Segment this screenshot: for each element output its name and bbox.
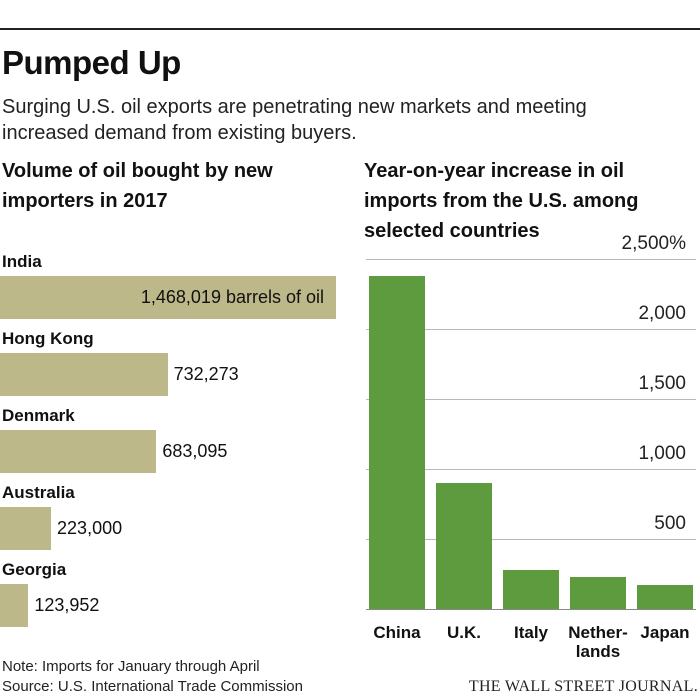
source-line: Source: U.S. International Trade Commiss… — [2, 678, 303, 695]
gridline — [366, 329, 696, 330]
gridline — [366, 399, 696, 400]
bar-value-label: 123,952 — [34, 595, 100, 615]
bar — [503, 569, 559, 609]
publisher-logo: THE WALL STREET JOURNAL. — [468, 678, 698, 695]
x-category-label: China — [373, 623, 421, 642]
gridline — [366, 469, 696, 470]
chart-title: Pumped Up — [2, 44, 181, 81]
bar — [0, 430, 157, 473]
x-category-label: U.K. — [447, 623, 481, 642]
bar-value-label: 223,000 — [57, 518, 123, 538]
bar-value-label: 683,095 — [162, 441, 228, 461]
y-tick-label: 500 — [654, 513, 686, 534]
bar-category-label: Hong Kong — [2, 329, 94, 348]
bar — [369, 275, 425, 609]
bar-value-label: 732,273 — [173, 364, 239, 384]
bar-category-label: India — [2, 252, 42, 271]
bar — [436, 483, 492, 609]
bar-category-label: Denmark — [2, 406, 75, 425]
y-tick-label: 1,000 — [638, 443, 686, 464]
y-tick-label: 1,500 — [638, 373, 686, 394]
x-category-label: Japan — [640, 623, 690, 642]
y-tick-label: 2,000 — [638, 303, 686, 324]
bar — [0, 276, 336, 319]
bar — [570, 576, 626, 609]
top-rule — [0, 28, 700, 30]
bar-category-label: Australia — [2, 483, 75, 502]
footnote: Note: Imports for January through April — [2, 658, 260, 675]
bar-value-label: 1,468,019 barrels of oil — [140, 287, 324, 307]
x-axis-baseline — [366, 609, 696, 610]
gridline — [366, 539, 696, 540]
bar — [0, 507, 52, 550]
chart-subtitle: Surging U.S. oil exports are penetrating… — [2, 96, 587, 144]
right-panel-title: Year-on-year increase in oil imports fro… — [364, 160, 639, 242]
bar — [637, 584, 693, 609]
x-category-label: Italy — [513, 623, 549, 642]
bar-category-label: Georgia — [2, 560, 67, 579]
x-category-label: Nether- lands — [568, 623, 628, 661]
left-panel-title: Volume of oil bought by new importers in… — [2, 160, 273, 212]
bar — [0, 353, 168, 396]
y-tick-label: 2,500% — [621, 233, 686, 254]
bar — [0, 584, 29, 627]
gridline — [366, 259, 696, 260]
